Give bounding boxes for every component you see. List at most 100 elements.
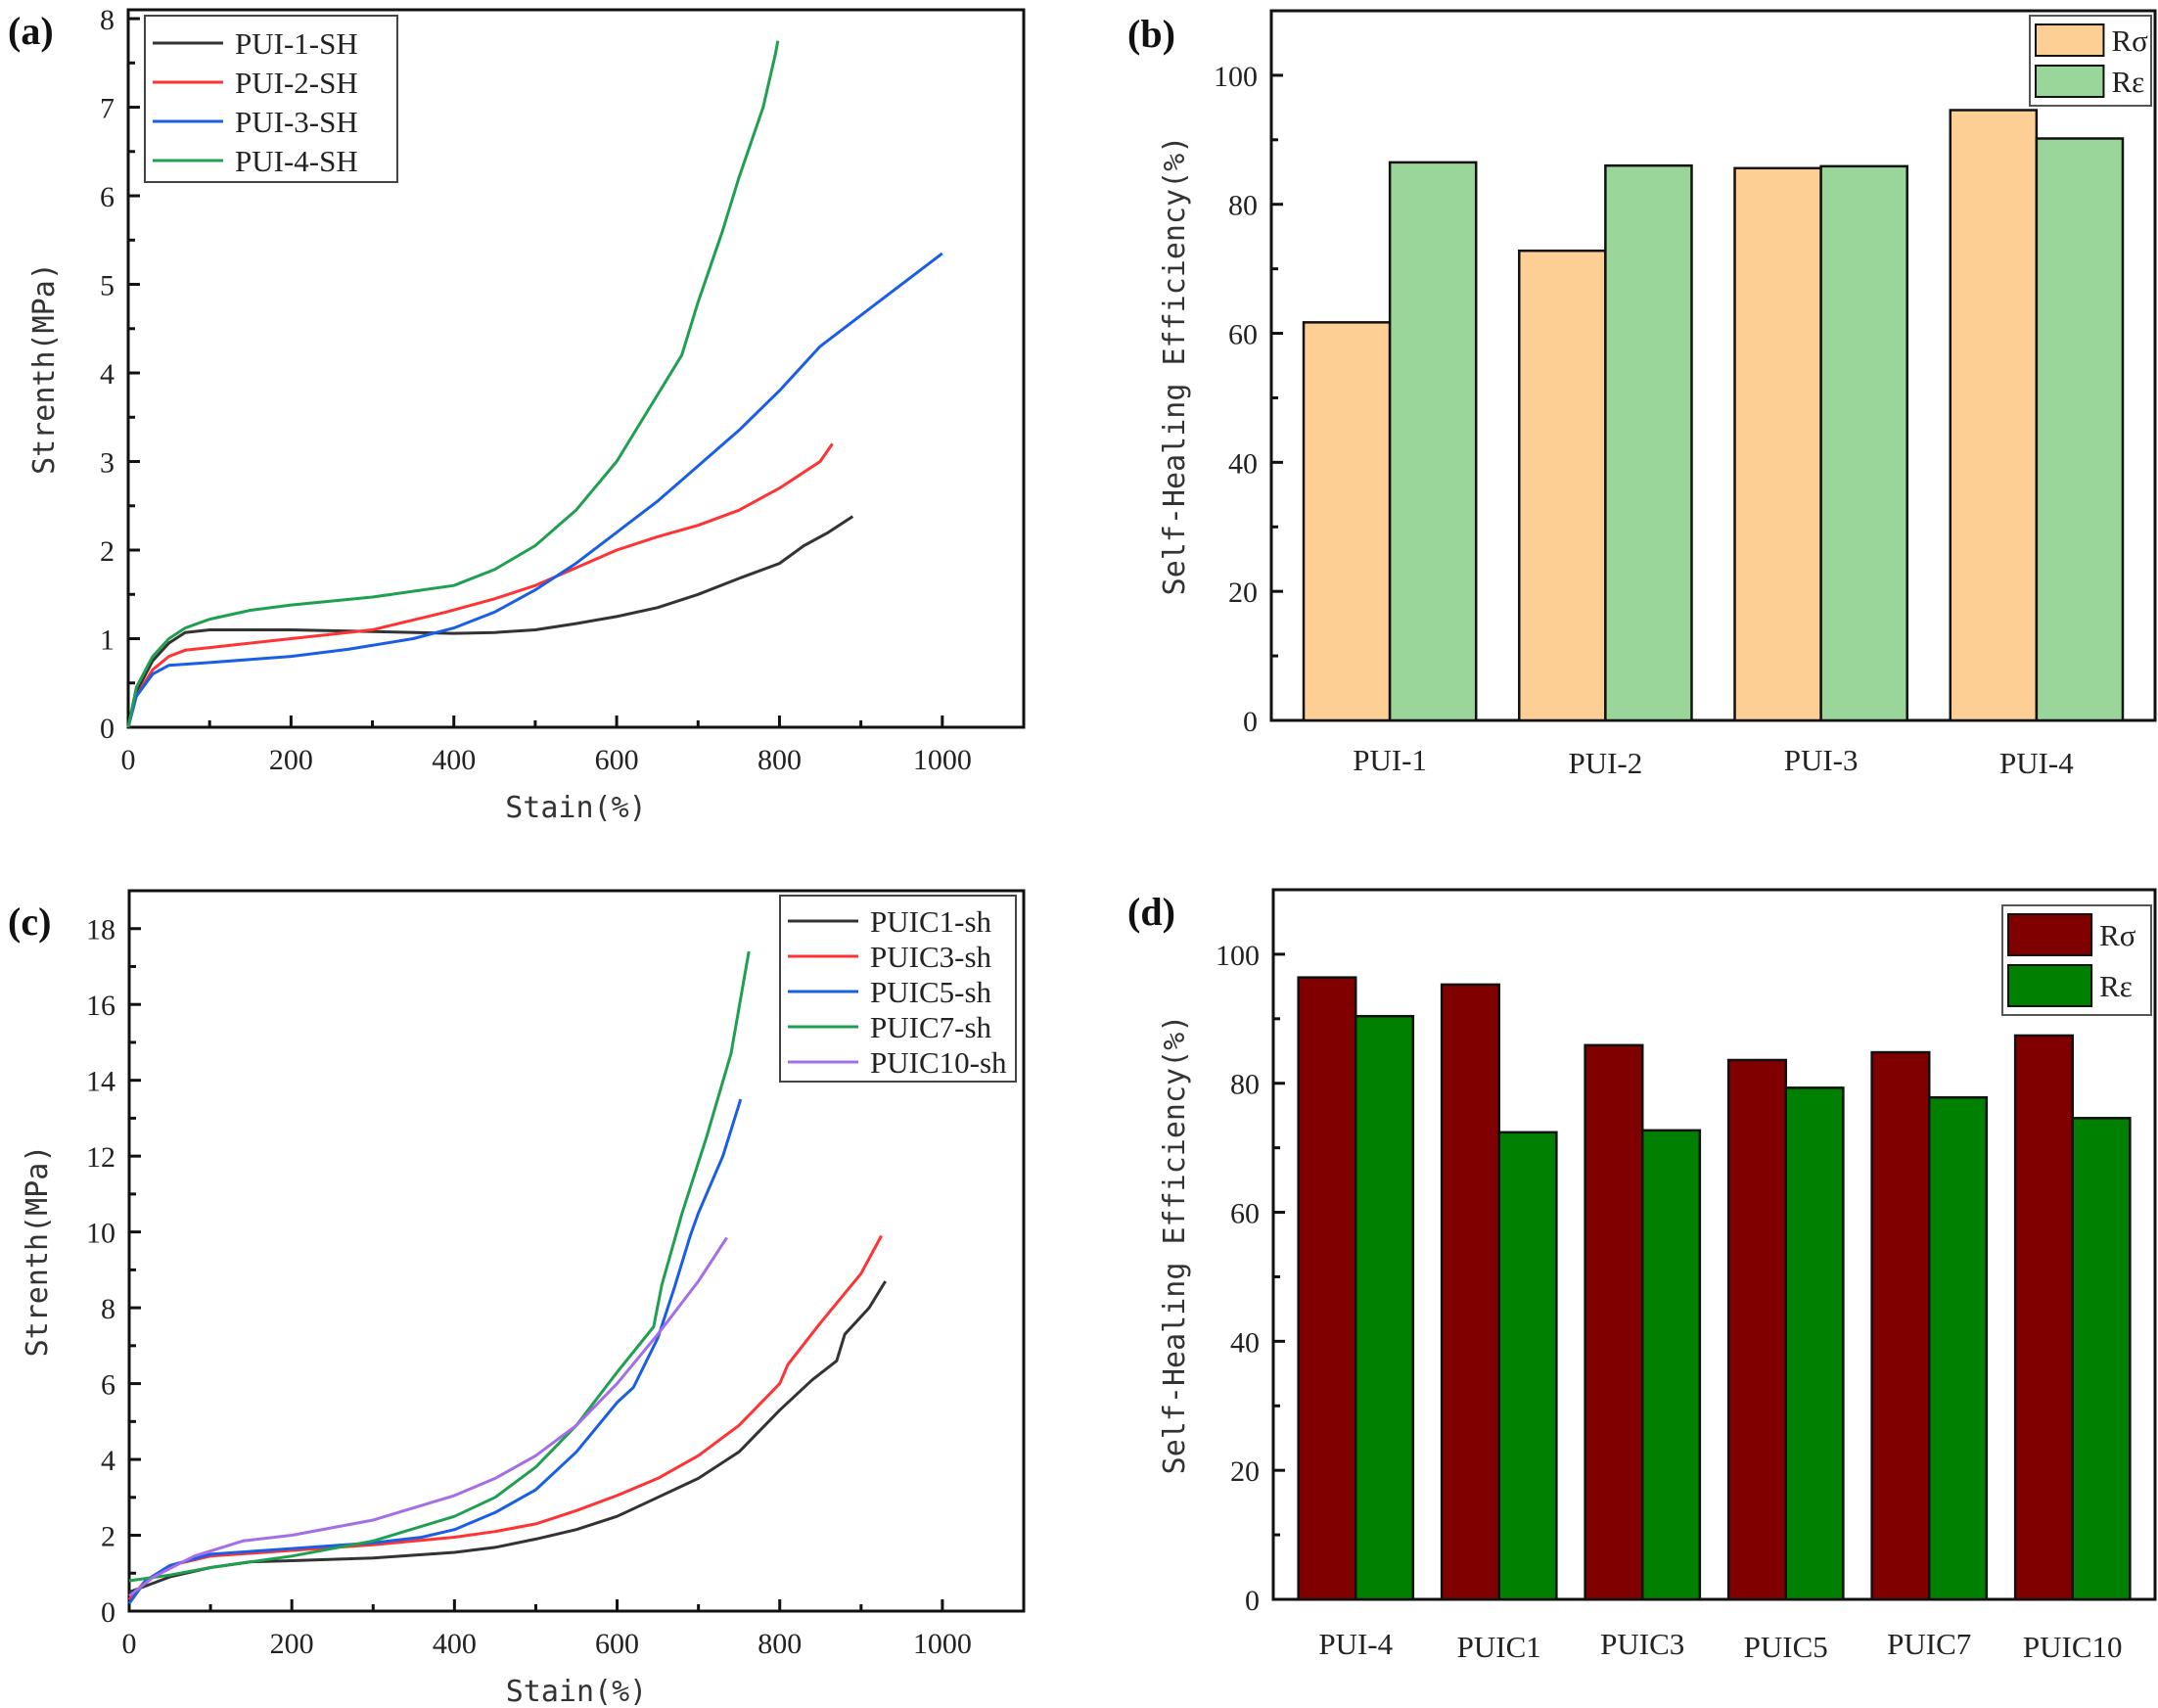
y-tick-label: 6 — [101, 1369, 115, 1402]
legend: PUIC1-shPUIC3-shPUIC5-shPUIC7-shPUIC10-s… — [779, 895, 1017, 1083]
legend: Rσ Rε — [2001, 904, 2152, 1016]
x-tick-label: 0 — [122, 1628, 137, 1660]
panel-letter: (a) — [8, 9, 54, 53]
series-line-puic5-sh — [127, 1098, 743, 1605]
x-tick-label: 200 — [270, 1628, 314, 1660]
legend-label: Rε — [2111, 65, 2144, 99]
plot-frame — [127, 889, 1026, 1613]
bar-pui-3-r-sigma — [1733, 166, 1822, 722]
y-tick-label: 4 — [100, 358, 115, 391]
y-tick-label: 18 — [86, 914, 115, 946]
y-tick-label: 8 — [100, 4, 115, 36]
y-tick-label: 20 — [1230, 1455, 1260, 1488]
legend-box — [779, 895, 1017, 1083]
y-tick-label: 2 — [101, 1521, 115, 1553]
category-label: PUI-2 — [1568, 746, 1642, 780]
series-line-puic7-sh — [128, 950, 751, 1583]
x-tick-label: 1000 — [913, 744, 972, 776]
y-axis-title: Self-Healing Efficiency(%) — [1158, 1015, 1192, 1475]
bar-puic3-r-epsilon — [1641, 1129, 1702, 1601]
y-tick-label: 20 — [1228, 577, 1258, 609]
legend-label: PUI-3-SH — [235, 105, 358, 139]
bar-puic10-r-epsilon — [2071, 1117, 2132, 1601]
plot-frame — [126, 8, 1026, 729]
y-tick-label: 1 — [100, 624, 115, 657]
legend-label: PUIC5-sh — [870, 975, 992, 1009]
y-tick-label: 100 — [1214, 61, 1258, 93]
bar-pui-4-r-epsilon — [2035, 137, 2125, 722]
y-tick-label: 100 — [1216, 940, 1260, 972]
series-line-puic3-sh — [127, 1234, 883, 1601]
bar-puic10-r-sigma — [2013, 1034, 2074, 1601]
y-tick-label: 3 — [100, 447, 115, 480]
x-tick-label: 400 — [433, 1628, 477, 1660]
category-label: PUIC5 — [1744, 1630, 1828, 1664]
legend-label: PUI-4-SH — [235, 144, 358, 178]
legend-label: PUIC3-sh — [870, 940, 992, 974]
legend-label: Rε — [2099, 969, 2133, 1003]
x-axis-title: Stain(%) — [506, 1675, 648, 1708]
x-tick-label: 200 — [269, 744, 313, 776]
legend-label: PUIC10-sh — [870, 1045, 1007, 1080]
bar-puic3-r-sigma — [1584, 1043, 1644, 1601]
y-tick-label: 80 — [1230, 1069, 1260, 1101]
bar-puic5-r-epsilon — [1784, 1086, 1845, 1601]
panel-a-line-chart: (a) 0 1 2 3 4 5 6 7 8 Strenth(MPa) 0 200 400 600 800 100… — [8, 4, 1026, 825]
bar-pui-2-r-sigma — [1518, 249, 1607, 722]
panel-letter: (c) — [8, 900, 51, 944]
bar-pui-3-r-epsilon — [1819, 164, 1908, 722]
category-label: PUI-1 — [1353, 743, 1427, 777]
series-line-pui-3-sh — [126, 252, 943, 728]
bar-pui-4-r-sigma — [1297, 976, 1357, 1601]
x-tick-label: 400 — [432, 744, 476, 776]
x-tick-label: 600 — [595, 744, 639, 776]
bar-puic7-r-sigma — [1870, 1050, 1931, 1601]
x-tick-label: 600 — [595, 1628, 639, 1660]
legend-label: PUIC1-sh — [870, 904, 992, 939]
category-label: PUI-3 — [1784, 743, 1859, 777]
legend-label: Rσ — [2111, 23, 2148, 58]
series-line-pui-2-sh — [126, 442, 834, 728]
plot-frame — [1269, 9, 2157, 722]
y-tick-label: 6 — [100, 181, 115, 213]
series-line-puic10-sh — [128, 1236, 728, 1597]
y-tick-label: 5 — [100, 270, 115, 302]
y-tick-label: 0 — [101, 1596, 115, 1629]
x-tick-label: 800 — [758, 1628, 802, 1660]
y-tick-label: 16 — [86, 990, 115, 1022]
bar-pui-2-r-epsilon — [1604, 163, 1693, 722]
y-tick-label: 0 — [1245, 1585, 1260, 1617]
y-tick-label: 60 — [1230, 1198, 1260, 1230]
legend-swatch — [2035, 65, 2105, 98]
legend-label: PUI-2-SH — [235, 66, 358, 100]
bar-puic1-r-sigma — [1440, 983, 1501, 1601]
bar-pui-1-r-epsilon — [1388, 161, 1478, 722]
x-tick-label: 800 — [758, 744, 802, 776]
y-tick-label: 14 — [86, 1066, 115, 1098]
bar-pui-1-r-sigma — [1302, 321, 1392, 722]
category-label: PUIC10 — [2023, 1630, 2123, 1664]
legend-label: PUIC7-sh — [870, 1010, 992, 1044]
bar-puic5-r-sigma — [1726, 1058, 1788, 1601]
y-axis-title: Strenth(MPa) — [21, 1145, 55, 1358]
series-line-puic1-sh — [128, 1280, 887, 1594]
y-tick-label: 0 — [100, 713, 115, 745]
legend-label: Rσ — [2099, 918, 2136, 952]
panel-letter: (d) — [1127, 890, 1175, 934]
category-label: PUIC3 — [1600, 1627, 1684, 1661]
y-tick-label: 40 — [1230, 1326, 1260, 1359]
panel-b-bar-chart: (b) 0 20 40 60 80 100 Self-Healing Efficiency(%… — [1127, 9, 2157, 780]
y-tick-label: 2 — [100, 535, 115, 568]
y-tick-label: 8 — [101, 1293, 115, 1325]
category-label: PUI-4 — [1999, 746, 2074, 780]
legend-label: PUI-1-SH — [235, 26, 358, 61]
legend-swatch — [2007, 964, 2093, 1007]
plot-frame — [1271, 888, 2157, 1601]
panel-letter: (b) — [1127, 12, 1175, 56]
legend: PUI-1-SH PUI-2-SH PUI-3-SH PUI-4-SH — [144, 15, 398, 183]
panel-c-line-chart: (c) 0 2 4 6 8 10 12 14 16 18 Strenth(MPa) 0 200 400 600… — [8, 889, 1026, 1708]
y-tick-label: 80 — [1228, 190, 1258, 222]
category-label: PUIC1 — [1457, 1630, 1541, 1664]
legend-swatch — [2035, 23, 2105, 57]
